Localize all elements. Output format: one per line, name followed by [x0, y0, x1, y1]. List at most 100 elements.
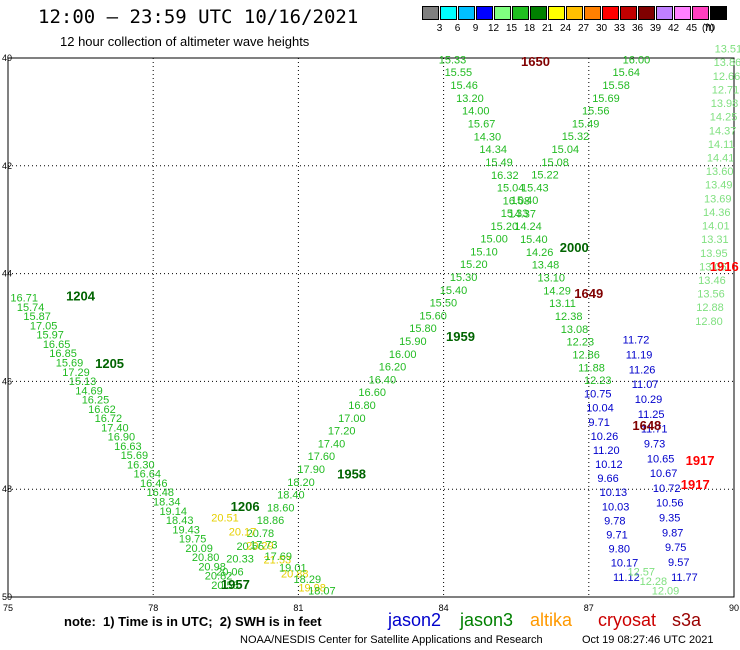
wave-height-value: 16.62: [88, 404, 116, 416]
wave-height-value: 15.04: [552, 144, 580, 156]
wave-height-value: 13.08: [561, 324, 589, 336]
wave-height-value: 18.40: [277, 490, 305, 502]
wave-height-value: 20.78: [247, 528, 275, 540]
footer-note-line: note: 1) Time is in UTC; 2) SWH is in fe…: [0, 610, 740, 634]
legend-level: 24: [559, 23, 572, 34]
wave-height-value: 14.26: [526, 247, 554, 259]
legend-level: 45: [685, 23, 698, 34]
wave-height-value: 18.20: [287, 477, 315, 489]
wave-height-value: 18.43: [166, 515, 194, 527]
wave-height-value: 17.29: [62, 367, 90, 379]
wave-height-value: 20.82: [205, 571, 233, 583]
wave-height-value: 12.28: [640, 576, 668, 588]
wave-height-value: 16.80: [348, 400, 376, 412]
credit-line: NOAA/NESDIS Center for Satellite Applica…: [240, 634, 543, 646]
pass-time-label: 2000: [560, 240, 589, 255]
wave-height-value: 14.29: [543, 285, 571, 297]
legend-level: 36: [631, 23, 644, 34]
pass-time-label: 1959: [446, 329, 475, 344]
pass-time-label: 1917: [681, 477, 710, 492]
wave-height-value: 15.67: [468, 119, 496, 131]
lat-tick-label: 50: [2, 592, 12, 602]
wave-height-value: 9.75: [665, 542, 686, 554]
wave-height-value: 15.69: [121, 450, 149, 462]
wave-height-value: 12.86: [572, 349, 600, 361]
pass-time-label: 1205: [95, 356, 124, 371]
wave-height-value: 9.35: [659, 513, 680, 525]
wave-height-value: 15.60: [419, 310, 447, 322]
legend-swatch: [656, 6, 673, 20]
wave-height-value: 15.64: [613, 67, 641, 79]
wave-height-value: 15.40: [511, 195, 539, 207]
wave-height-value: 17.90: [297, 464, 325, 476]
wave-height-value: 15.20: [460, 259, 488, 271]
generated-timestamp: Oct 19 08:27:46 UTC 2021: [582, 634, 714, 646]
wave-height-value: 16.00: [389, 349, 417, 361]
wave-height-value: 10.04: [586, 403, 614, 415]
legend-level: 15: [505, 23, 518, 34]
wave-height-value: 15.33: [439, 54, 467, 66]
wave-height-value: 19.43: [172, 524, 200, 536]
wave-height-value: 16.65: [43, 339, 71, 351]
wave-height-value: 11.20: [593, 445, 620, 457]
wave-height-value: 16.48: [146, 487, 174, 499]
wave-height-value: 11.12: [613, 572, 640, 584]
wave-height-value: 10.67: [650, 468, 678, 480]
wave-tracks: 16.7115.7415.8717.0515.9716.6516.8515.69…: [10, 44, 740, 598]
wave-height-value: 13.31: [701, 234, 729, 246]
footer-note: note: 1) Time is in UTC; 2) SWH is in fe…: [64, 614, 322, 629]
wave-height-value: 14.01: [702, 221, 730, 233]
wave-height-value: 9.57: [668, 557, 689, 569]
legend-level: 33: [613, 23, 626, 34]
wave-height-value: 20.88: [281, 569, 309, 581]
wave-height-value: 12.23: [584, 375, 612, 387]
wave-height-value: 15.32: [562, 131, 590, 143]
wave-height-value: 12.71: [712, 84, 740, 96]
wave-height-value: 16.71: [10, 293, 38, 305]
wave-height-value: 10.03: [602, 501, 630, 513]
wave-height-value: 20.17: [229, 527, 257, 539]
wave-height-value: 13.95: [700, 248, 728, 260]
wave-height-value: 9.80: [609, 544, 630, 556]
legend-swatch: [440, 6, 457, 20]
wave-height-value: 13.49: [705, 180, 733, 192]
wave-height-value: 13.60: [706, 166, 734, 178]
wave-height-value: 20.98: [198, 561, 226, 573]
page-title: 12:00 – 23:59 UTC 10/16/2021: [38, 6, 359, 28]
wave-height-value: 18.29: [294, 574, 322, 586]
wave-height-value: 17.05: [30, 320, 58, 332]
wave-height-value: 13.86: [714, 57, 740, 69]
lon-tick-label: 87: [584, 603, 594, 612]
wave-height-value: 21.53: [264, 555, 292, 567]
lat-tick-label: 48: [2, 484, 12, 494]
wave-height-value: 15.46: [450, 80, 478, 92]
wave-height-value: 14.00: [462, 106, 490, 118]
satellite-jason2: jason2: [388, 610, 442, 630]
wave-height-value: 17.40: [318, 438, 346, 450]
wave-height-value: 11.25: [638, 409, 665, 421]
wave-height-value: 12.88: [696, 302, 724, 314]
wave-height-value: 15.90: [399, 336, 427, 348]
legend-level: 6: [454, 23, 461, 34]
legend-swatch: [602, 6, 619, 20]
wave-height-value: 16.30: [127, 459, 155, 471]
pass-time-label: 1957: [221, 577, 250, 592]
map-grid: [7, 57, 735, 598]
wave-height-value: 13.05: [699, 261, 727, 273]
wave-height-value: 15.80: [409, 323, 437, 335]
legend-level: 9: [472, 23, 479, 34]
wave-height-value: 11.88: [578, 362, 605, 374]
wave-height-value: 14.25: [710, 112, 738, 124]
wave-height-map: 75 78 81 84 87 90 40 42 44 46 48 50 16.7115.7415.87…: [2, 44, 740, 612]
wave-height-value: 20.09: [185, 543, 213, 555]
wave-height-value: 15.13: [69, 376, 97, 388]
legend-level: 30: [595, 23, 608, 34]
legend-swatch: [458, 6, 475, 20]
axis-ticks: 75 78 81 84 87 90 40 42 44 46 48 50: [2, 53, 739, 612]
page-subtitle: 12 hour collection of altimeter wave hei…: [60, 34, 310, 49]
pass-time-label: 1958: [337, 466, 366, 481]
legend-level: 21: [541, 23, 554, 34]
wave-height-value: 15.58: [602, 80, 630, 92]
wave-height-value: 13.98: [711, 98, 739, 110]
wave-height-value: 15.49: [485, 157, 513, 169]
